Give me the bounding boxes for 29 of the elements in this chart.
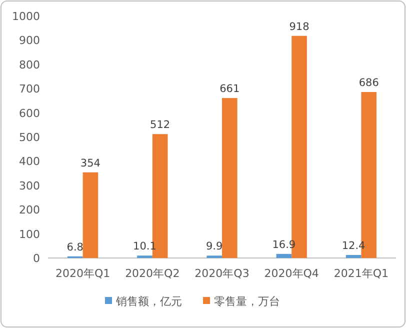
bar bbox=[82, 172, 98, 258]
x-tick-label: 2020年Q3 bbox=[194, 267, 250, 280]
legend-label: 销售额，亿元 bbox=[115, 295, 182, 308]
y-tick-label: 200 bbox=[19, 204, 40, 217]
x-tick-label: 2021年Q1 bbox=[334, 267, 389, 280]
y-tick-label: 600 bbox=[19, 106, 40, 120]
x-tick-label: 2020年Q4 bbox=[264, 267, 319, 280]
y-tick-label: 800 bbox=[19, 58, 40, 72]
data-label: 6.8 bbox=[66, 241, 84, 254]
bar bbox=[346, 255, 362, 258]
data-label: 354 bbox=[80, 157, 101, 170]
y-tick-label: 500 bbox=[19, 131, 40, 144]
y-tick-label: 300 bbox=[19, 179, 40, 192]
data-label: 512 bbox=[150, 119, 170, 132]
y-tick-label: 1000 bbox=[12, 10, 40, 23]
data-label: 918 bbox=[289, 20, 310, 33]
data-label: 661 bbox=[220, 83, 240, 96]
y-tick-label: 400 bbox=[19, 155, 40, 168]
data-label: 9.9 bbox=[206, 240, 223, 253]
y-tick-label: 0 bbox=[33, 252, 40, 265]
y-tick-label: 100 bbox=[19, 228, 40, 241]
bar bbox=[276, 254, 292, 258]
y-tick-label: 900 bbox=[19, 34, 40, 48]
x-tick-label: 2020年Q2 bbox=[125, 267, 180, 280]
legend-label: 零售量，万台 bbox=[214, 295, 280, 308]
x-tick-label: 2020年Q1 bbox=[55, 267, 110, 280]
y-tick-label: 700 bbox=[19, 82, 40, 96]
bar bbox=[222, 98, 238, 258]
data-label: 686 bbox=[358, 76, 380, 89]
